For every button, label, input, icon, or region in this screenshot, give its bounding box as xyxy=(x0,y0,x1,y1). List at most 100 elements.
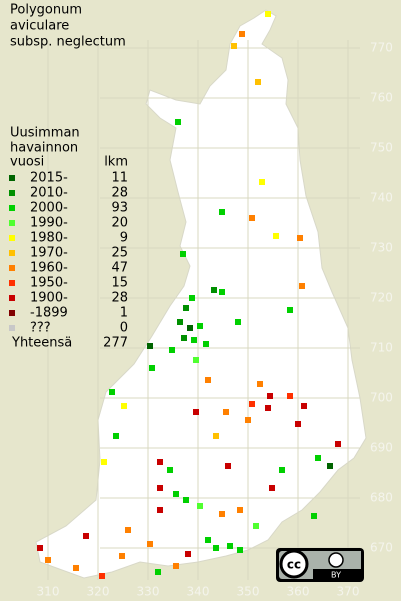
legend-count: 28 xyxy=(111,186,128,201)
legend-count: 28 xyxy=(111,291,128,306)
observation-square xyxy=(249,401,255,407)
observation-square xyxy=(193,357,199,363)
observation-square xyxy=(191,337,197,343)
observation-square xyxy=(37,545,43,551)
x-label: 360 xyxy=(287,585,310,599)
observation-square xyxy=(255,79,261,85)
legend-swatch xyxy=(9,205,15,211)
observation-square xyxy=(287,307,293,313)
legend-label: 1960- xyxy=(30,261,68,276)
y-label: 720 xyxy=(370,291,393,305)
title: Polygonum aviculare subsp. neglectum xyxy=(10,3,126,50)
legend-swatch xyxy=(9,220,15,226)
observation-square xyxy=(155,569,161,575)
y-label: 770 xyxy=(370,41,393,55)
legend-swatch xyxy=(9,265,15,271)
observation-square xyxy=(225,463,231,469)
license-badge: cc BY xyxy=(276,548,364,582)
observation-square xyxy=(239,31,245,37)
observation-square xyxy=(311,513,317,519)
observation-square xyxy=(193,409,199,415)
observation-square xyxy=(157,459,163,465)
legend-total: 277 xyxy=(103,336,128,351)
legend-count-header: lkm xyxy=(104,155,128,170)
observation-square xyxy=(299,283,305,289)
observation-square xyxy=(73,565,79,571)
by-icon xyxy=(328,552,344,568)
observation-square xyxy=(45,557,51,563)
legend-label: 1900- xyxy=(30,291,68,306)
observation-square xyxy=(315,455,321,461)
observation-square xyxy=(253,523,259,529)
observation-square xyxy=(101,459,107,465)
y-label: 700 xyxy=(370,391,393,405)
observation-square xyxy=(125,527,131,533)
legend-count: 9 xyxy=(120,231,128,246)
observation-square xyxy=(157,507,163,513)
observation-square xyxy=(295,421,301,427)
legend-label: 1990- xyxy=(30,216,68,231)
y-label: 680 xyxy=(370,491,393,505)
observation-square xyxy=(297,235,303,241)
observation-square xyxy=(183,305,189,311)
observation-square xyxy=(287,393,293,399)
observation-square xyxy=(203,341,209,347)
title-line: aviculare xyxy=(10,19,69,34)
observation-square xyxy=(219,209,225,215)
observation-square xyxy=(175,119,181,125)
observation-square xyxy=(180,251,186,257)
observation-square xyxy=(189,295,195,301)
legend-count: 47 xyxy=(111,261,128,276)
badge-bottom xyxy=(313,569,361,579)
legend-label: -1899 xyxy=(30,306,68,321)
finland-outline xyxy=(35,9,367,579)
observation-square xyxy=(227,543,233,549)
legend-swatch xyxy=(9,235,15,241)
observation-square xyxy=(187,325,193,331)
x-label: 320 xyxy=(87,585,110,599)
observation-square xyxy=(183,497,189,503)
x-label: 340 xyxy=(187,585,210,599)
observation-square xyxy=(147,343,153,349)
observation-square xyxy=(157,485,163,491)
observation-square xyxy=(109,389,115,395)
legend-label: 1970- xyxy=(30,246,68,261)
observation-square xyxy=(231,43,237,49)
observation-square xyxy=(249,215,255,221)
legend-count: 0 xyxy=(120,321,128,336)
legend-swatch xyxy=(9,175,15,181)
observation-square xyxy=(147,541,153,547)
observation-square xyxy=(173,563,179,569)
observation-square xyxy=(301,403,307,409)
legend-label: ??? xyxy=(30,321,51,336)
y-label: 690 xyxy=(370,441,393,455)
legend-swatch xyxy=(9,295,15,301)
by-text: BY xyxy=(331,571,341,580)
observation-square xyxy=(177,319,183,325)
y-label: 760 xyxy=(370,91,393,105)
legend-label: 1950- xyxy=(30,276,68,291)
observation-square xyxy=(223,409,229,415)
observation-square xyxy=(273,233,279,239)
legend-count: 1 xyxy=(120,306,128,321)
observation-square xyxy=(269,485,275,491)
observation-square xyxy=(245,417,251,423)
legend-count: 20 xyxy=(111,216,128,231)
title-line: subsp. neglectum xyxy=(10,35,126,50)
legend-label: 2010- xyxy=(30,186,68,201)
x-label: 310 xyxy=(37,585,60,599)
legend-year-header: vuosi xyxy=(10,155,44,170)
x-label: 330 xyxy=(137,585,160,599)
observation-square xyxy=(149,365,155,371)
legend-swatch xyxy=(9,310,15,316)
legend-heading: Uusimman xyxy=(10,126,80,141)
legend-label: 2015- xyxy=(30,171,68,186)
observation-square xyxy=(259,179,265,185)
observation-square xyxy=(279,467,285,473)
legend-swatch xyxy=(9,250,15,256)
legend-count: 15 xyxy=(111,276,128,291)
legend-swatch xyxy=(9,325,15,331)
observation-square xyxy=(181,335,187,341)
